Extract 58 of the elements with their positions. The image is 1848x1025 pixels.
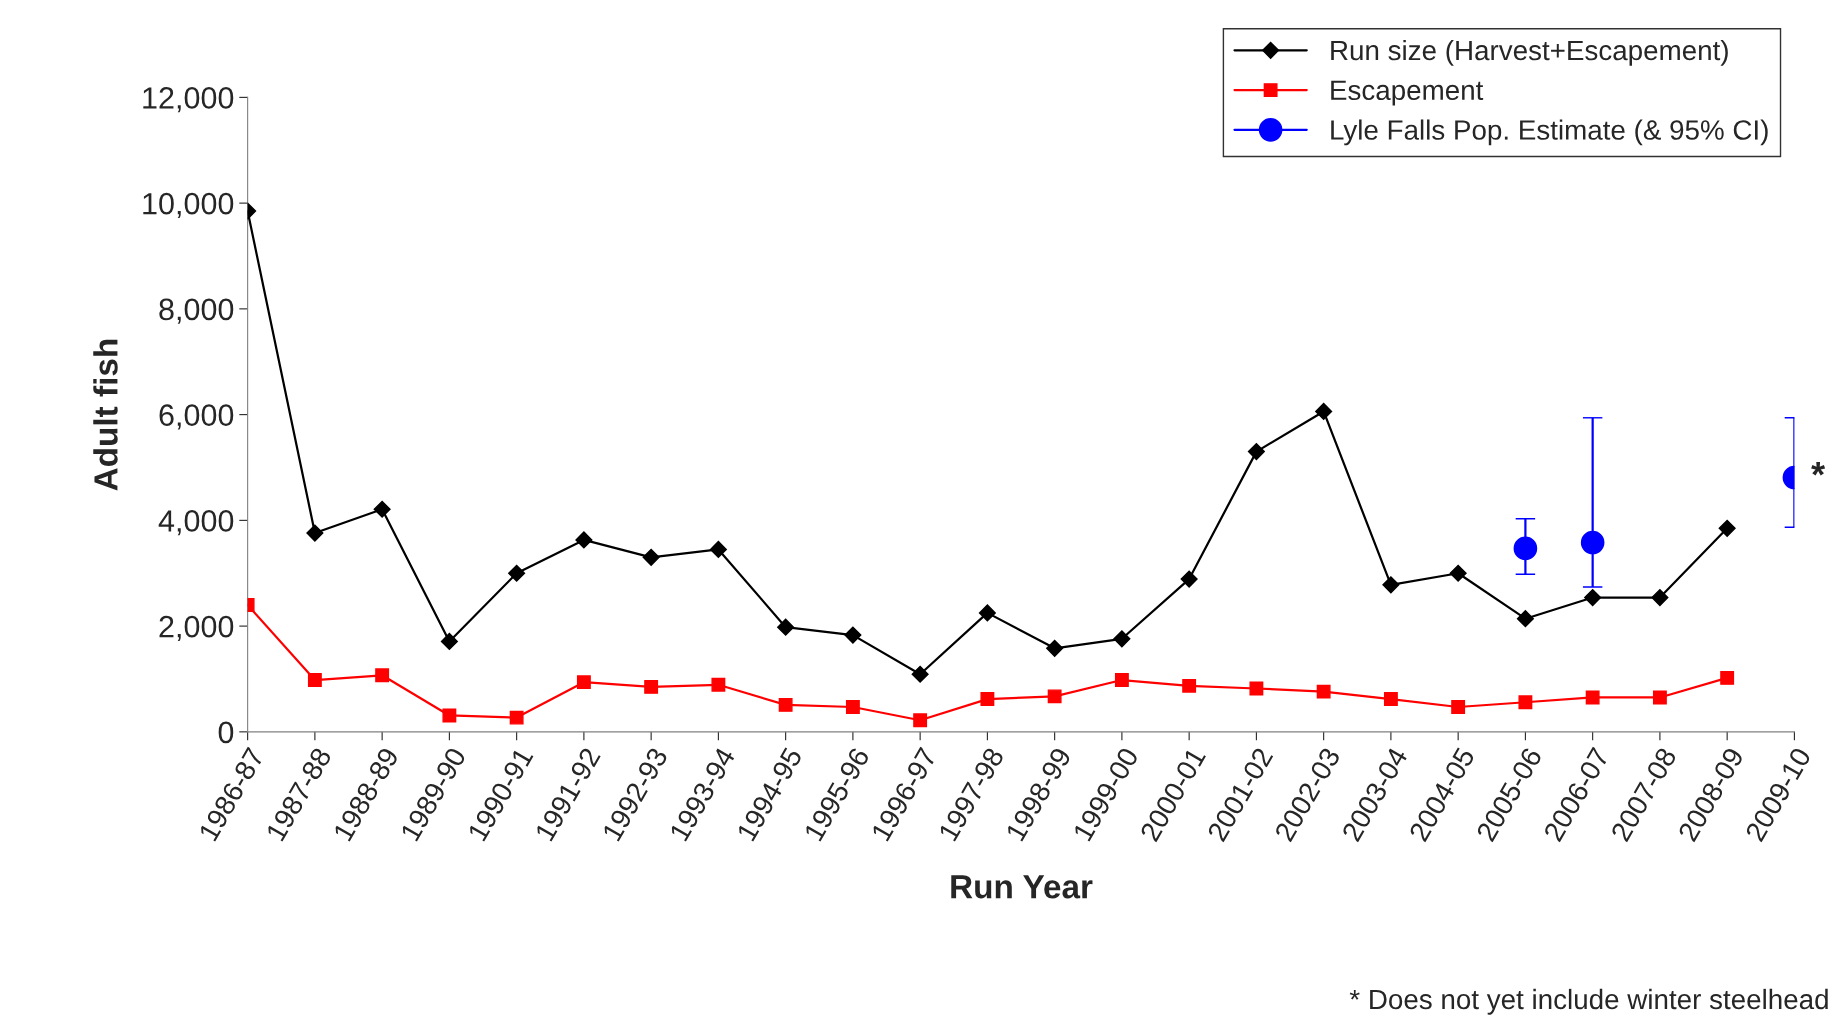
legend-label: Lyle Falls Pop. Estimate (& 95% CI) xyxy=(1331,119,1768,146)
point xyxy=(1585,690,1600,705)
y-tick-label: 2,000 xyxy=(159,615,234,642)
y-tick-label: 0 xyxy=(218,721,234,744)
point xyxy=(1584,589,1602,607)
y-tick-label: 6,000 xyxy=(159,404,234,430)
point xyxy=(642,548,660,566)
point xyxy=(1651,589,1669,607)
point xyxy=(1316,684,1331,699)
point xyxy=(375,668,390,683)
point xyxy=(509,710,524,725)
point xyxy=(1247,443,1265,461)
point xyxy=(307,673,322,687)
point xyxy=(508,564,526,582)
point xyxy=(373,500,391,518)
point xyxy=(1718,519,1736,537)
x-axis-title: Run Year xyxy=(951,875,1093,899)
point xyxy=(911,665,929,683)
point xyxy=(777,618,795,636)
point xyxy=(442,708,457,723)
point xyxy=(778,697,793,712)
point xyxy=(913,713,928,728)
point xyxy=(711,677,726,692)
point xyxy=(1315,402,1333,420)
point xyxy=(1113,630,1131,648)
annotation: * xyxy=(1811,462,1826,476)
y-tick-label: 8,000 xyxy=(159,298,234,324)
point xyxy=(576,675,591,690)
legend-label: Run size (Harvest+Escapement) xyxy=(1331,39,1728,66)
point xyxy=(1516,610,1534,628)
point xyxy=(306,524,324,542)
y-tick-label: 12,000 xyxy=(143,87,234,113)
point xyxy=(440,632,458,650)
point xyxy=(1180,570,1198,588)
point xyxy=(845,700,860,714)
y-tick-label: 4,000 xyxy=(158,510,234,536)
point xyxy=(1046,639,1064,657)
point xyxy=(1382,576,1400,594)
point xyxy=(1652,690,1667,705)
point xyxy=(1182,678,1197,693)
text: * Does not yet include winter steelhead xyxy=(1349,988,1828,1015)
point xyxy=(709,540,727,558)
point xyxy=(978,604,996,622)
point xyxy=(1114,673,1129,687)
point xyxy=(980,692,995,707)
point xyxy=(1451,700,1466,714)
point xyxy=(1518,695,1533,710)
y-axis-title: Adult fish xyxy=(93,339,118,491)
legend-label: Escapement xyxy=(1331,80,1484,106)
point xyxy=(1383,692,1398,707)
point xyxy=(575,531,593,549)
point xyxy=(844,626,862,644)
y-tick-label: 10,000 xyxy=(143,192,234,219)
point xyxy=(1047,689,1062,704)
point xyxy=(1449,564,1467,582)
point xyxy=(1720,670,1735,685)
point xyxy=(1249,681,1264,696)
point xyxy=(644,679,659,694)
